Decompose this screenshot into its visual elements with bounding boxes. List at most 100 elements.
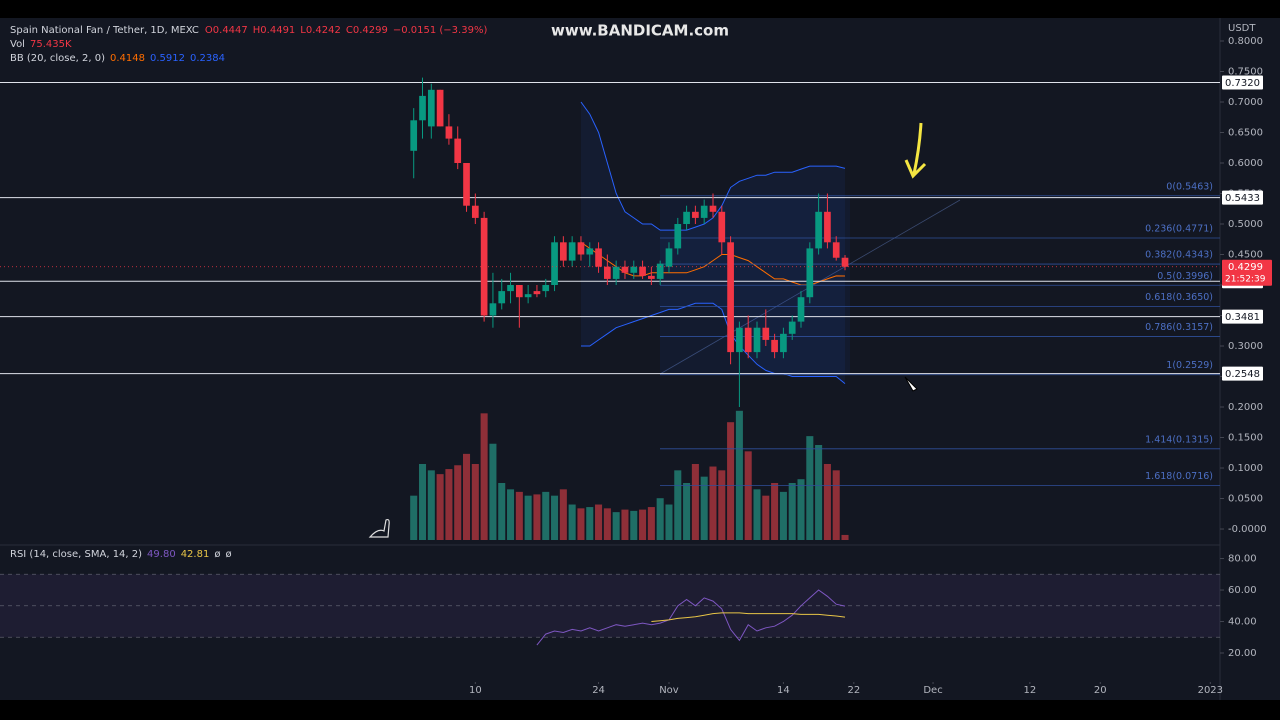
y-tick-label: 0.1500 <box>1228 433 1263 444</box>
price-tag-label: 0.4299 <box>1228 262 1263 273</box>
candle-body <box>815 211 822 249</box>
volume-bar <box>683 483 691 540</box>
volume-bar <box>559 489 567 540</box>
y-tick-label: 0.8000 <box>1228 36 1263 47</box>
volume-bar <box>454 465 462 540</box>
candle-body <box>542 285 550 292</box>
volume-bar <box>418 464 427 540</box>
candle-body <box>630 266 638 273</box>
candle-body <box>824 211 831 243</box>
fib-label: 0(0.5463) <box>1166 181 1213 192</box>
fib-label: 0.618(0.3650) <box>1145 292 1213 303</box>
volume-bar <box>524 495 532 540</box>
volume-bar <box>815 445 823 540</box>
volume-bar <box>551 495 559 540</box>
volume-bar <box>753 489 761 540</box>
bb-value: 0.5912 <box>150 53 185 64</box>
rsi-tick-label: 40.00 <box>1228 617 1257 628</box>
ohlc-close: C0.4299 <box>346 25 388 36</box>
fib-label: 1(0.2529) <box>1166 360 1213 371</box>
candle-body <box>498 291 506 304</box>
volume-bar <box>542 491 550 540</box>
y-tick-label: -0.0000 <box>1228 524 1267 535</box>
bb-line <box>581 302 846 384</box>
watermark: www.BANDICAM.com <box>551 22 729 40</box>
volume-bar <box>665 504 673 540</box>
volume-bar <box>577 508 585 540</box>
candle-body <box>639 266 646 276</box>
candle-body <box>612 266 620 279</box>
candle-body <box>419 95 426 121</box>
x-tick-label: Nov <box>659 685 679 696</box>
fib-label: 0.5(0.3996) <box>1157 271 1213 282</box>
y-tick-label: 0.4500 <box>1228 250 1263 261</box>
candle-body <box>621 266 629 273</box>
volume-bar <box>630 510 638 540</box>
volume-bar <box>463 453 471 540</box>
candle-body <box>471 205 479 218</box>
volume-bar <box>480 413 488 540</box>
y-tick-label: 0.1000 <box>1228 463 1263 474</box>
candle-body <box>709 205 717 212</box>
level-tag <box>1222 190 1263 205</box>
candle-body <box>718 211 726 243</box>
rsi-tick-label: 60.00 <box>1228 585 1257 596</box>
level-label: 0.3481 <box>1225 312 1260 323</box>
y-tick-label: 0.6500 <box>1228 128 1263 139</box>
x-tick-label: 12 <box>1024 685 1037 696</box>
x-tick-label: 14 <box>777 685 790 696</box>
symbol: Spain National Fan / Tether, 1D, MEXC <box>10 25 199 36</box>
candle-body <box>515 285 523 298</box>
rsi-ma-line <box>651 612 846 622</box>
volume-bar <box>410 495 418 540</box>
candle-body <box>736 327 743 353</box>
volume-bar <box>586 507 594 540</box>
volume-bar <box>823 464 831 540</box>
volume-bar <box>779 491 787 540</box>
volume-bar <box>691 464 699 540</box>
volume-bar <box>639 509 647 540</box>
fib-label: 1.618(0.0716) <box>1145 471 1213 482</box>
rsi-line: RSI (14, close, SMA, 14, 2) 49.80 42.81 ø ø <box>10 549 232 560</box>
price-tag-countdown: 21:52:39 <box>1225 274 1266 284</box>
level-label: 0.7320 <box>1225 78 1260 89</box>
volume-bar <box>568 504 576 540</box>
bb-value: 0.2384 <box>190 53 225 64</box>
candle-body <box>568 242 576 261</box>
volume-bar <box>498 483 506 540</box>
candle-body <box>674 224 682 249</box>
level-label: 0.5433 <box>1225 193 1260 204</box>
x-tick-label: 24 <box>592 685 605 696</box>
candle-body <box>595 248 602 267</box>
y-tick-label: 0.0500 <box>1228 494 1263 505</box>
rsi-label: RSI (14, close, SMA, 14, 2) <box>10 549 142 560</box>
candle-body <box>427 89 435 127</box>
candle-body <box>436 89 444 127</box>
rsi-tick-label: 20.00 <box>1228 648 1257 659</box>
volume-bar <box>612 512 620 540</box>
ohlc-high: H0.4491 <box>253 25 296 36</box>
fib-label: 1.414(0.1315) <box>1145 434 1213 445</box>
mascot <box>368 518 390 538</box>
candle-body <box>665 248 673 267</box>
volume-bar <box>674 470 682 540</box>
fib-label: 0.382(0.4343) <box>1145 250 1213 261</box>
candle-body <box>586 248 594 255</box>
volume-bar <box>489 443 497 540</box>
bb-label: BB (20, close, 2, 0) <box>10 53 105 64</box>
candle-body <box>753 327 761 353</box>
y-tick-label: 0.3000 <box>1228 341 1263 352</box>
currency: USDT <box>1228 23 1256 34</box>
volume-bar <box>841 534 849 540</box>
candle-body <box>507 285 514 292</box>
candle-body <box>656 263 664 279</box>
rsi-value: 49.80 <box>147 549 176 560</box>
candle-body <box>454 138 462 164</box>
x-tick-label: 10 <box>469 685 482 696</box>
fib-label: 0.786(0.3157) <box>1145 322 1213 333</box>
vol-line: Vol 75.435K <box>10 39 72 50</box>
candle-body <box>560 242 567 261</box>
candle-body <box>727 242 734 353</box>
candle-body <box>744 327 752 353</box>
ohlc-open: O0.4447 <box>205 25 248 36</box>
